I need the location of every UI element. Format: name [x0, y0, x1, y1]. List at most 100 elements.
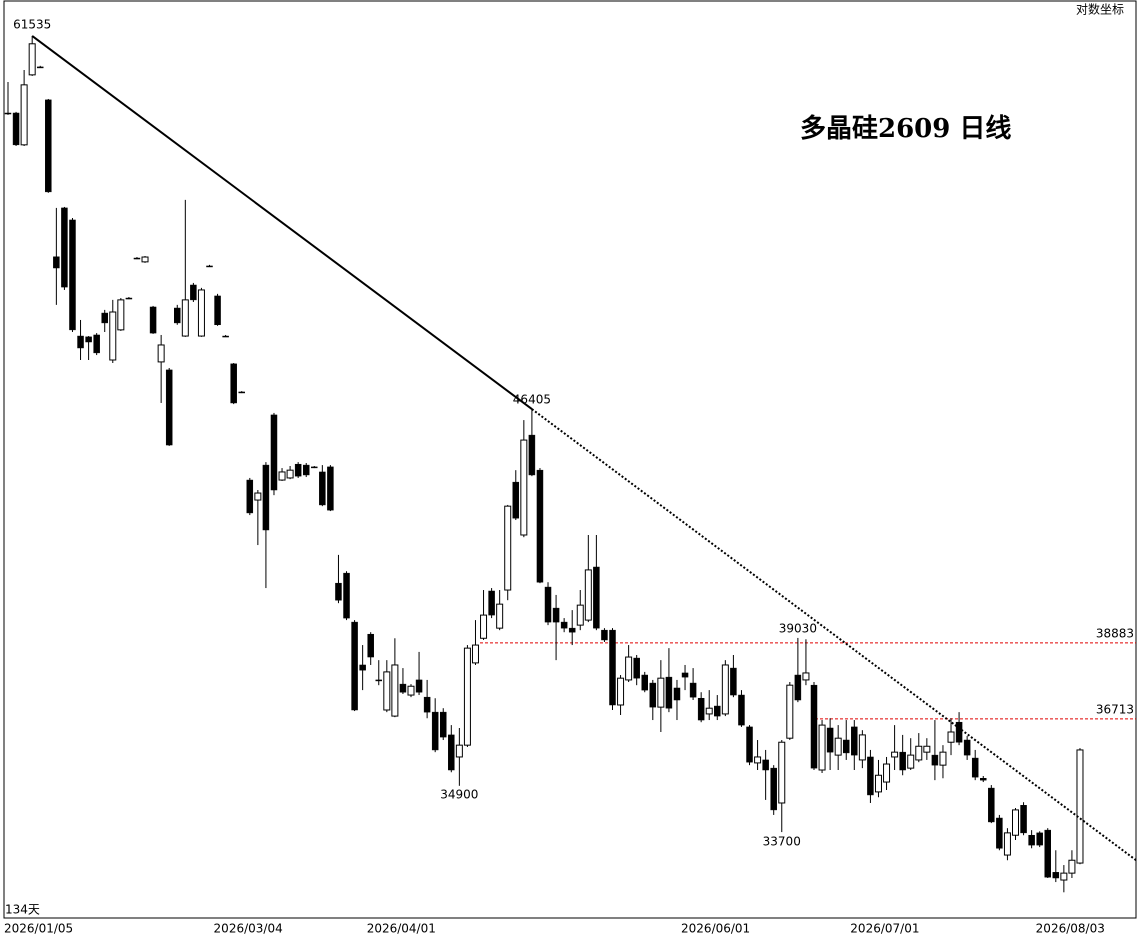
candle-body — [778, 741, 786, 804]
candle-body — [69, 219, 76, 331]
candle-body — [190, 284, 197, 301]
candle-body — [681, 672, 689, 678]
candle-body — [359, 664, 366, 671]
candle-body — [28, 43, 36, 76]
candle-body — [834, 737, 842, 756]
extreme-label: 34900 — [440, 787, 478, 801]
candle-body — [174, 307, 181, 324]
candle-body — [915, 745, 923, 761]
candle-body — [1012, 809, 1019, 836]
candle-body — [1028, 834, 1035, 846]
candle-body — [754, 756, 762, 764]
candle-body — [996, 817, 1003, 849]
x-tick-label: 2026/03/04 — [214, 922, 283, 936]
candle-body — [802, 672, 810, 681]
candle-body — [544, 586, 552, 623]
candle-body — [383, 671, 391, 711]
candle-body — [721, 664, 729, 715]
candle-body — [77, 335, 84, 349]
candle-body — [197, 289, 205, 337]
candle-body — [746, 726, 753, 763]
candle-body — [899, 751, 906, 771]
candle-body — [181, 299, 189, 337]
candle-body — [818, 724, 826, 771]
candle-body — [20, 84, 28, 146]
candle-body — [1076, 749, 1084, 864]
candle-body — [504, 505, 512, 591]
candle-body — [488, 590, 495, 616]
candle-body — [883, 763, 891, 783]
candle-body — [520, 439, 528, 536]
candle-body — [294, 463, 302, 477]
candle-body — [738, 694, 745, 726]
extreme-label: 33700 — [763, 835, 801, 849]
extreme-label: 61535 — [13, 17, 51, 31]
candle-body — [697, 697, 705, 721]
candle-body — [238, 391, 245, 394]
x-tick-label: 2026/01/05 — [4, 922, 73, 936]
candle-body — [980, 778, 987, 781]
candle-body — [1020, 805, 1027, 834]
candle-body — [625, 656, 633, 681]
candle-body — [61, 207, 68, 288]
x-tick-label: 2026/08/03 — [1036, 922, 1105, 936]
days-label: 134天 — [5, 903, 40, 917]
chart-title: 多晶硅2609 日线 — [800, 114, 1011, 144]
candle-body — [246, 479, 254, 514]
candle-body — [971, 757, 979, 778]
candle-body — [786, 684, 794, 739]
candle-body — [262, 464, 270, 531]
scale-label: 对数坐标 — [1076, 2, 1124, 17]
candle-body — [810, 684, 818, 769]
candle-body — [335, 582, 342, 601]
candle-body — [327, 466, 334, 511]
candle-body — [53, 256, 60, 269]
candle-body — [867, 756, 874, 796]
candle-body — [391, 664, 399, 717]
candle-body — [842, 739, 850, 754]
candle-body — [399, 683, 407, 693]
candle-body — [471, 644, 479, 664]
candle-body — [923, 745, 931, 753]
candle-body — [794, 674, 802, 701]
candle-body — [101, 312, 108, 324]
candle-body — [109, 311, 117, 361]
extreme-label: 46405 — [513, 393, 551, 407]
candle-body — [1060, 872, 1068, 881]
candle-body — [423, 696, 431, 713]
candle-body — [963, 739, 971, 756]
candle-body — [762, 759, 769, 771]
candle-body — [480, 614, 488, 639]
candle-body — [584, 569, 592, 621]
candle-body — [657, 677, 665, 708]
candle-body — [770, 767, 777, 811]
candle-body — [730, 667, 737, 696]
candle-body — [270, 414, 278, 491]
candle-body — [601, 629, 608, 641]
candle-body — [45, 99, 52, 193]
reference-label: 36713 — [1096, 702, 1134, 716]
x-tick-label: 2026/04/01 — [367, 922, 436, 936]
candle-body — [93, 334, 100, 354]
candle-body — [714, 705, 721, 717]
candle-body — [375, 679, 383, 682]
candle-body — [36, 66, 44, 69]
reference-label: 38883 — [1096, 626, 1134, 640]
candle-body — [633, 657, 640, 679]
candle-body — [85, 336, 92, 343]
candle-body — [593, 566, 600, 629]
candle-body — [448, 734, 455, 771]
candle-body — [858, 734, 866, 761]
candle-body — [254, 492, 262, 501]
candle-body — [407, 685, 415, 696]
trend-line — [31, 35, 533, 410]
candle-body — [947, 731, 955, 743]
candle-body — [568, 627, 576, 633]
candle-body — [286, 469, 294, 479]
candle-body — [609, 629, 616, 706]
candle-body — [649, 682, 657, 708]
candle-body — [463, 647, 471, 746]
candle-body — [1044, 829, 1051, 878]
candle-body — [576, 604, 584, 626]
candle-body — [455, 744, 463, 758]
